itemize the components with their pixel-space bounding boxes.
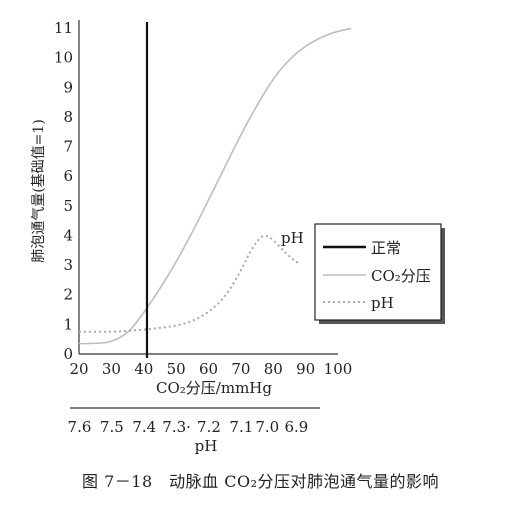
y-tick-label: 9 — [63, 78, 73, 96]
series-line — [79, 27, 352, 345]
y-tick-label: 6 — [63, 167, 73, 185]
y-axis-label: 肺泡通气量(基础值=1) — [30, 119, 47, 263]
legend-label-normal: 正常 — [371, 239, 401, 257]
y-tick-label: 11 — [54, 19, 73, 37]
y-tick-label: 8 — [63, 108, 73, 126]
x-tick-label: 30 — [102, 360, 121, 378]
series-line — [79, 235, 300, 333]
ph-tick-label: 7.5 — [100, 418, 124, 436]
y-tick-label: 10 — [54, 49, 73, 67]
ph-tick-label: 7.6 — [68, 418, 92, 436]
x-tick-label: 70 — [231, 360, 250, 378]
y-tick-label: 0 — [63, 345, 73, 363]
ph-axis-label: pH — [195, 437, 218, 455]
ph-tick-label: 7.0 — [255, 418, 279, 436]
axes — [70, 20, 338, 409]
x-ticks: 20 30 40 50 60 70 80 90 100 — [69, 360, 352, 378]
y-tick-label: 5 — [63, 197, 73, 215]
legend: 正常 CO₂分压 pH — [314, 223, 445, 324]
x-tick-label: 100 — [324, 360, 353, 378]
ph-tick-label: 7.1 — [229, 418, 253, 436]
y-tick-label: 3 — [63, 256, 73, 274]
y-tick-label: 1 — [63, 315, 73, 333]
y-tick-label: 7 — [63, 138, 73, 156]
figure-caption: 图 7－18 动脉血 CO₂分压对肺泡通气量的影响 — [82, 472, 439, 491]
x-tick-label: 60 — [199, 360, 218, 378]
ph-ticks: 7.6 7.5 7.4 7.3· 7.2 7.1 7.0 6.9 — [68, 418, 309, 436]
x-tick-label: 50 — [167, 360, 186, 378]
y-tick-label: 4 — [63, 226, 73, 244]
y-tick-label: 2 — [63, 286, 73, 304]
x-tick-label: 90 — [296, 360, 315, 378]
legend-box — [314, 223, 442, 321]
ph-tick-label: 7.3· — [162, 418, 191, 436]
ph-tick-label: 7.2 — [197, 418, 221, 436]
x-tick-label: 80 — [264, 360, 283, 378]
series-layer — [79, 27, 352, 345]
legend-label-co2: CO₂分压 — [371, 267, 431, 285]
x-tick-label: 20 — [69, 360, 88, 378]
x-axis-label: CO₂分压/mmHg — [156, 379, 272, 397]
x-tick-label: 40 — [134, 360, 153, 378]
y-ticks: 0 1 2 3 4 5 6 7 8 9 10 11 — [54, 19, 73, 363]
legend-label-ph: pH — [371, 294, 394, 312]
ph-curve-annotation: pH — [281, 229, 304, 247]
ph-tick-label: 7.4 — [132, 418, 156, 436]
ph-tick-label: 6.9 — [284, 418, 308, 436]
